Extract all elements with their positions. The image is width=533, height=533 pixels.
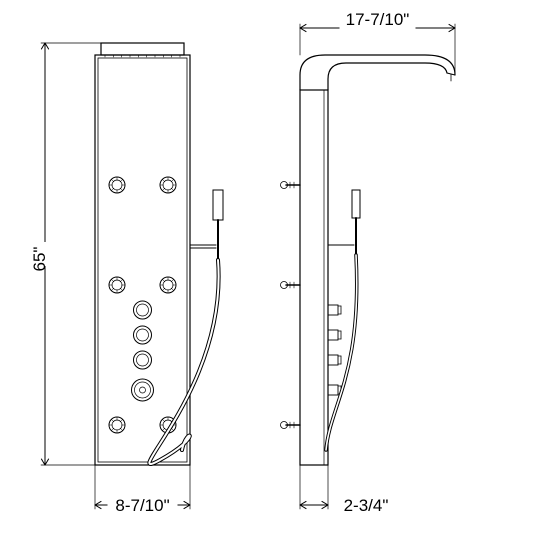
dim-side-depth-label: 17-7/10"	[346, 10, 410, 29]
dim-height-label: 65"	[30, 247, 49, 272]
side-view	[281, 55, 456, 465]
front-view	[95, 43, 223, 465]
dim-front-width-label: 8-7/10"	[115, 496, 169, 515]
dim-side-base-label: 2-3/4"	[344, 496, 389, 515]
